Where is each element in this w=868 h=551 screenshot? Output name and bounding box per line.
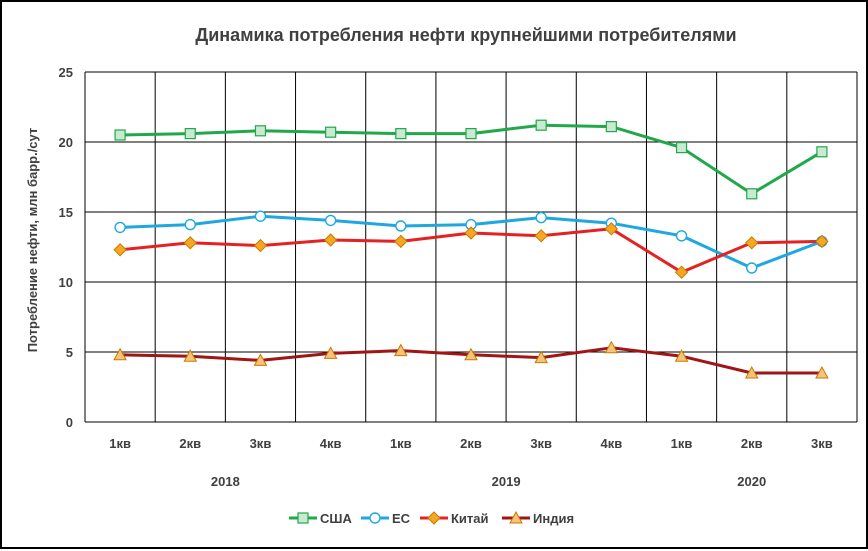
series-ЕС [114,210,828,274]
legend-entry: ЕС [361,511,411,526]
x-tick-label: 3кв [811,436,833,451]
marker-triangle [464,347,478,361]
marker-triangle [113,347,127,361]
y-tick-label: 15 [59,205,73,220]
marker-diamond [815,234,829,249]
marker-circle [369,512,381,524]
marker-diamond [113,243,127,257]
marker-triangle [323,346,338,359]
x-tick-label: 2кв [741,436,763,451]
marker-circle [324,214,337,227]
marker-circle [395,220,407,232]
marker-diamond [534,229,548,243]
marker-triangle [815,365,829,379]
y-tick-label: 10 [59,275,73,290]
year-label: 2020 [737,474,766,489]
marker-triangle [674,349,689,362]
marker-triangle [744,365,759,379]
x-tick-label: 4кв [600,436,622,451]
legend-label: Индия [533,511,574,526]
marker-diamond [394,234,408,249]
marker-circle [254,210,267,222]
marker-diamond [253,238,268,253]
axes: 0 5 10 15 20 25 1кв 2кв 3кв 4кв 1кв 2кв 3кв 4кв 1кв 2кв… [59,65,833,489]
y-tick-label: 20 [59,135,73,150]
marker-diamond [183,236,197,250]
marker-triangle [534,350,549,364]
marker-circle [114,221,126,234]
legend-entry: США [289,511,352,526]
legend-entry: Китай [420,511,489,526]
grid [84,71,858,423]
marker-diamond [745,236,759,250]
marker-square [465,127,477,140]
marker-circle [184,218,196,231]
marker-triangle [183,349,198,362]
year-label: 2019 [492,474,521,489]
x-tick-label: 3кв [530,436,552,451]
marker-diamond [674,265,689,279]
legend-label: ЕС [392,511,411,526]
series-США [114,119,828,200]
x-tick-label: 2кв [460,436,482,451]
marker-square [816,146,828,158]
x-tick-label: 1кв [671,436,693,451]
y-tick-label: 25 [59,65,73,80]
marker-diamond [427,511,441,525]
legend-label: США [320,511,352,526]
x-tick-label: 4кв [320,436,342,451]
marker-square [325,126,337,138]
y-tick-label: 0 [66,415,73,430]
x-tick-label: 3кв [250,436,272,451]
marker-square [605,120,617,133]
marker-square [535,119,547,131]
marker-triangle [604,340,619,354]
marker-diamond [323,233,338,247]
marker-diamond [604,222,619,236]
x-tick-label: 2кв [179,436,201,451]
legend-label: Китай [451,511,489,526]
marker-triangle [393,343,408,357]
x-tick-label: 1кв [109,436,131,451]
marker-triangle [253,353,268,366]
chart-title: Динамика потребления нефти крупнейшими п… [195,25,736,45]
y-tick-label: 5 [66,345,73,360]
series-layer [113,119,829,379]
marker-square [395,127,407,140]
y-axis-label: Потребление нефти, млн барр./сут [25,128,40,353]
marker-square [184,127,196,140]
marker-square [675,142,688,154]
legend-entry: Индия [502,510,574,526]
marker-square [297,512,309,524]
marker-diamond [464,226,478,240]
marker-square [114,129,126,141]
marker-circle [746,262,758,274]
marker-triangle [509,510,523,524]
marker-square [746,188,758,200]
series-Китай [113,222,829,279]
legend: США ЕС Китай Индия [289,510,574,526]
x-tick-label: 1кв [390,436,412,451]
marker-circle [675,230,688,242]
year-label: 2018 [211,474,240,489]
series-Индия [113,340,829,379]
marker-square [254,125,267,137]
marker-circle [535,211,547,224]
